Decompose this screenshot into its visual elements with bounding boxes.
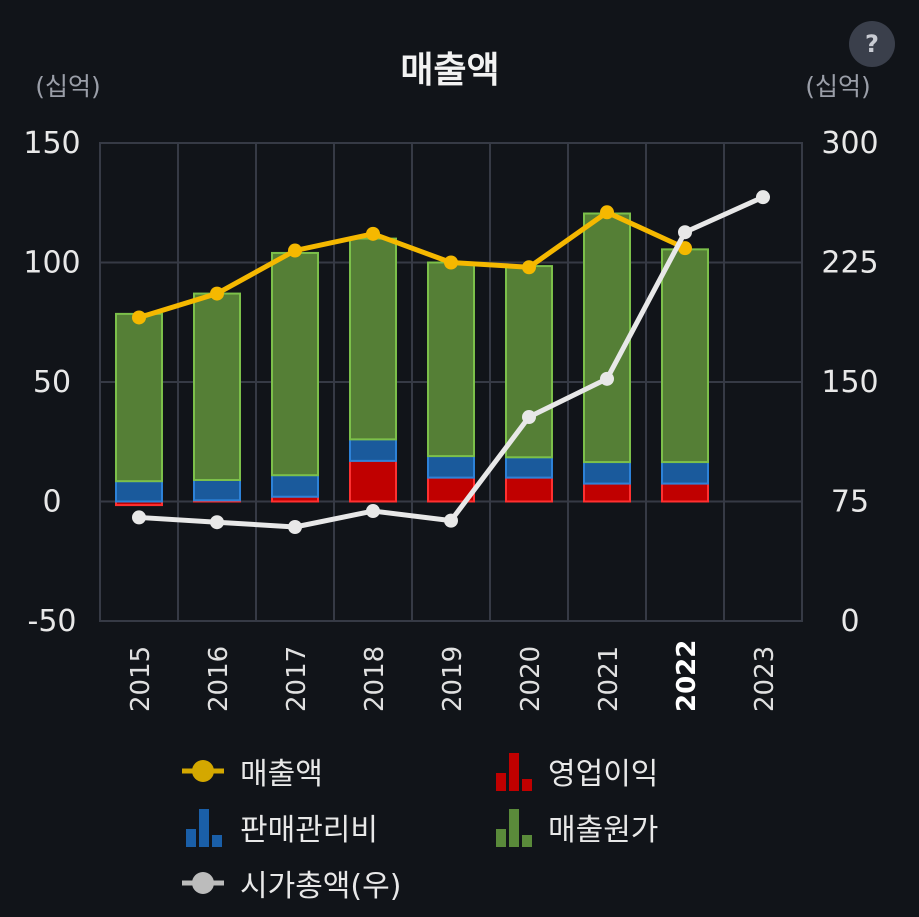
lines xyxy=(132,190,770,534)
y-right-tick-label: 225 xyxy=(821,246,878,281)
x-tick-label: 2020 xyxy=(516,646,546,712)
point-매출액[interactable] xyxy=(678,241,692,256)
y-left-tick-label: 50 xyxy=(33,365,71,400)
legend-item-cogs[interactable]: 매출원가 xyxy=(494,802,658,852)
bar-chart-icon xyxy=(496,753,532,791)
bar-영업이익[interactable] xyxy=(349,459,397,503)
x-tick-label: 2023 xyxy=(750,646,780,712)
point-시가총액(우)[interactable] xyxy=(132,510,146,525)
legend-label: 영업이익 xyxy=(548,757,659,792)
bar-판매관리비[interactable] xyxy=(505,456,553,479)
legend: 매출액 영업이익 판매관리비 매출원가 시가총액(우) xyxy=(0,740,919,910)
y-right-tick-label: 300 xyxy=(821,126,878,161)
bar-chart-icon xyxy=(186,809,222,847)
bar-chart-icon xyxy=(496,809,532,847)
bar-매출원가[interactable] xyxy=(115,312,163,483)
x-tick-label: 2015 xyxy=(126,646,156,712)
legend-label: 매출액 xyxy=(240,757,323,792)
legend-label: 판매관리비 xyxy=(240,813,378,848)
point-매출액[interactable] xyxy=(522,260,536,275)
bar-판매관리비[interactable] xyxy=(193,478,241,502)
y-right-tick-label: 150 xyxy=(821,365,878,400)
legend-item-revenue[interactable]: 매출액 xyxy=(180,746,323,796)
y-left-tick-label: 100 xyxy=(23,246,80,281)
point-시가총액(우)[interactable] xyxy=(366,504,380,519)
point-시가총액(우)[interactable] xyxy=(288,519,302,534)
point-시가총액(우)[interactable] xyxy=(678,225,692,240)
y-right-tick-label: 75 xyxy=(831,485,869,520)
bar-판매관리비[interactable] xyxy=(271,474,319,498)
legend-label: 매출원가 xyxy=(548,813,659,848)
point-매출액[interactable] xyxy=(210,286,224,301)
left-axis-unit: (십억) xyxy=(35,72,101,101)
point-시가총액(우)[interactable] xyxy=(522,410,536,425)
point-시가총액(우)[interactable] xyxy=(210,515,224,530)
bar-영업이익[interactable] xyxy=(505,476,553,503)
x-tick-label: 2022 xyxy=(672,640,702,712)
bar-판매관리비[interactable] xyxy=(583,461,631,485)
bar-매출원가[interactable] xyxy=(661,248,709,464)
point-시가총액(우)[interactable] xyxy=(444,513,458,528)
x-tick-label: 2019 xyxy=(438,646,468,712)
point-시가총액(우)[interactable] xyxy=(756,190,770,205)
bar-매출원가[interactable] xyxy=(505,265,553,459)
legend-item-operating-profit[interactable]: 영업이익 xyxy=(494,746,658,796)
tick-labels: 150 100 50 0 -50 300 225 150 75 0 2015 2016 2017 2018… xyxy=(23,126,878,712)
point-매출액[interactable] xyxy=(288,243,302,258)
bar-매출원가[interactable] xyxy=(427,261,475,458)
bar-영업이익[interactable] xyxy=(583,482,631,503)
revenue-chart: 매출액 (십억) (십억) 150 100 50 0 -50 300 225 150 75 0 20… xyxy=(23,50,878,712)
y-left-tick-label: -50 xyxy=(28,604,77,639)
bar-매출원가[interactable] xyxy=(349,237,397,441)
right-axis-unit: (십억) xyxy=(805,72,871,101)
bar-매출원가[interactable] xyxy=(271,251,319,477)
bar-판매관리비[interactable] xyxy=(661,461,709,485)
bar-영업이익[interactable] xyxy=(661,482,709,503)
help-button[interactable]: ? xyxy=(849,21,895,67)
bar-매출원가[interactable] xyxy=(193,292,241,481)
point-매출액[interactable] xyxy=(600,205,614,220)
point-매출액[interactable] xyxy=(366,226,380,241)
y-right-tick-label: 0 xyxy=(840,604,859,639)
bar-판매관리비[interactable] xyxy=(427,455,475,479)
question-icon: ? xyxy=(865,30,879,58)
line-매출액 xyxy=(138,209,687,320)
point-매출액[interactable] xyxy=(132,310,146,325)
x-tick-label: 2018 xyxy=(360,646,390,712)
bar-매출원가[interactable] xyxy=(583,212,631,464)
point-시가총액(우)[interactable] xyxy=(600,371,614,386)
line-marker-icon xyxy=(182,760,224,782)
x-tick-label: 2017 xyxy=(282,646,312,712)
x-tick-label: 2016 xyxy=(204,646,234,712)
line-marker-icon xyxy=(182,872,224,894)
chart-title: 매출액 xyxy=(400,50,499,91)
y-left-tick-label: 150 xyxy=(23,126,80,161)
bar-판매관리비[interactable] xyxy=(349,438,397,462)
y-left-tick-label: 0 xyxy=(42,485,61,520)
legend-label: 시가총액(우) xyxy=(240,869,402,904)
bar-판매관리비[interactable] xyxy=(115,480,163,503)
point-매출액[interactable] xyxy=(444,255,458,270)
legend-item-sga[interactable]: 판매관리비 xyxy=(180,802,378,852)
x-tick-label: 2021 xyxy=(594,646,624,712)
legend-item-market-cap[interactable]: 시가총액(우) xyxy=(180,858,401,908)
